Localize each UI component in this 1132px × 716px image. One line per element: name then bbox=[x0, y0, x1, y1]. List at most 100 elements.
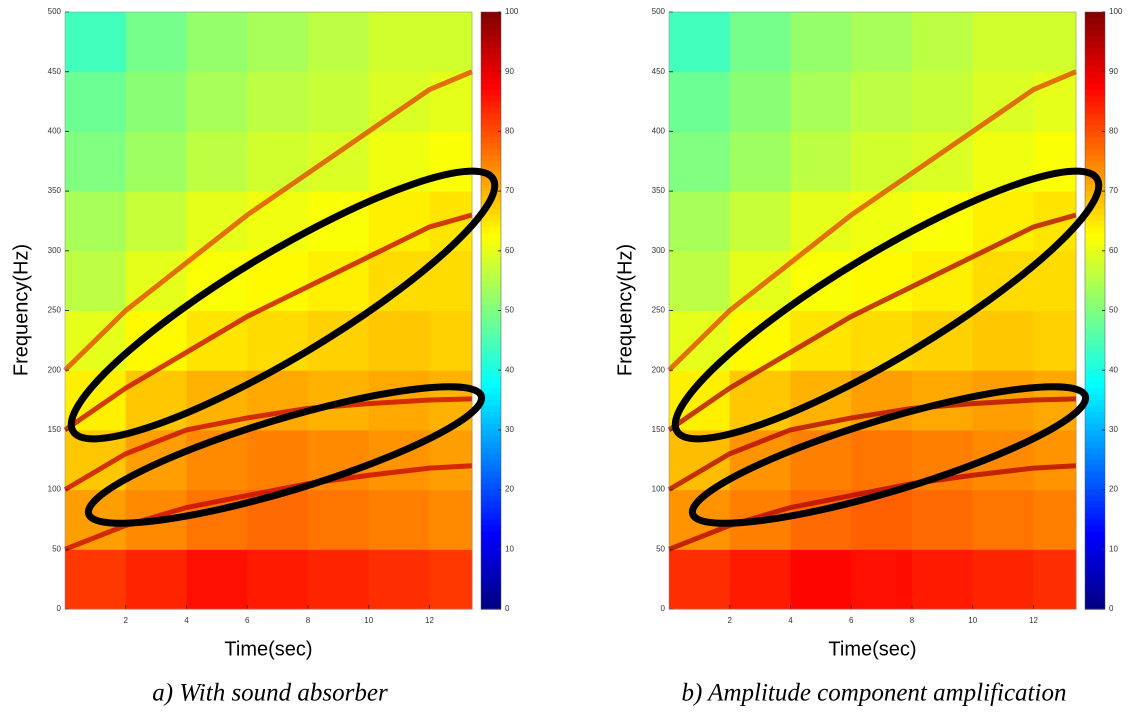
colorbar-step bbox=[1085, 406, 1105, 413]
colorbar-step bbox=[1085, 316, 1105, 324]
heat-cell bbox=[429, 549, 473, 610]
heat-cell bbox=[429, 429, 473, 491]
colorbar-step bbox=[1085, 537, 1105, 544]
x-tick-label: 4 bbox=[184, 616, 189, 625]
colorbar-step bbox=[481, 23, 501, 31]
heat-cell bbox=[851, 191, 913, 252]
colorbar-step bbox=[1085, 274, 1105, 282]
colorbar-step bbox=[1085, 585, 1105, 592]
y-tick-label: 500 bbox=[48, 7, 62, 16]
colorbar-step bbox=[481, 238, 501, 246]
colorbar-step bbox=[481, 77, 501, 85]
colorbar-step bbox=[1085, 209, 1105, 216]
colorbar-step bbox=[1085, 400, 1105, 407]
heat-cell bbox=[1033, 131, 1077, 192]
colorbar-step bbox=[1085, 41, 1105, 49]
colorbar-tick-label: 0 bbox=[1109, 604, 1114, 613]
colorbar-step bbox=[481, 268, 501, 276]
heat-cell bbox=[790, 71, 852, 132]
heat-cell bbox=[307, 191, 370, 252]
x-tick-label: 2 bbox=[728, 616, 733, 625]
heat-cell bbox=[125, 549, 187, 610]
colorbar-step bbox=[481, 41, 501, 49]
colorbar-step bbox=[481, 125, 501, 132]
colorbar-step bbox=[1085, 59, 1105, 67]
colorbar-step bbox=[481, 137, 501, 144]
colorbar-step bbox=[1085, 423, 1105, 431]
x-tick-label: 8 bbox=[910, 616, 915, 625]
heat-cell bbox=[669, 12, 731, 73]
heat-cell bbox=[972, 12, 1034, 73]
colorbar-step bbox=[481, 537, 501, 544]
colorbar-step bbox=[1085, 131, 1105, 138]
colorbar-tick-label: 100 bbox=[505, 7, 519, 16]
x-axis-label: Time(sec) bbox=[224, 638, 312, 660]
heat-cell bbox=[307, 12, 370, 73]
colorbar-step bbox=[481, 17, 501, 25]
heat-cell bbox=[911, 12, 974, 73]
ridge-line bbox=[667, 396, 1077, 492]
colorbar-step bbox=[481, 489, 501, 497]
colorbar-step bbox=[1085, 483, 1105, 491]
colorbar-step bbox=[1085, 322, 1105, 330]
colorbar-step bbox=[1085, 597, 1105, 604]
colorbar-tick-label: 20 bbox=[505, 485, 514, 494]
heat-cell bbox=[851, 429, 913, 491]
colorbar-step bbox=[1085, 250, 1105, 258]
colorbar-step bbox=[1085, 591, 1105, 598]
colorbar-step bbox=[481, 232, 501, 240]
colorbar-tick-label: 0 bbox=[505, 604, 510, 613]
colorbar-step bbox=[481, 340, 501, 347]
colorbar-step bbox=[1085, 304, 1105, 312]
colorbar-step bbox=[481, 400, 501, 407]
heat-cell bbox=[429, 489, 473, 550]
colorbar-step bbox=[1085, 125, 1105, 132]
colorbar-step bbox=[481, 561, 501, 568]
x-tick-label: 10 bbox=[364, 616, 373, 625]
colorbar-tick-label: 70 bbox=[505, 186, 514, 195]
colorbar-step bbox=[1085, 579, 1105, 586]
y-tick-label: 50 bbox=[656, 544, 665, 553]
colorbar-step bbox=[481, 411, 501, 419]
heat-cell bbox=[911, 549, 974, 610]
colorbar-step bbox=[481, 543, 501, 550]
colorbar-step bbox=[1085, 394, 1105, 401]
heat-cell bbox=[247, 429, 309, 491]
colorbar-step bbox=[481, 214, 501, 222]
colorbar-step bbox=[1085, 382, 1105, 389]
colorbar-step bbox=[481, 423, 501, 431]
colorbar-step bbox=[481, 465, 501, 473]
heat-cell bbox=[65, 549, 127, 610]
y-tick-label: 100 bbox=[48, 485, 62, 494]
heat-cell bbox=[1033, 12, 1077, 73]
colorbar-step bbox=[1085, 89, 1105, 97]
heat-cell bbox=[1033, 489, 1077, 550]
colorbar-step bbox=[481, 53, 501, 61]
colorbar-step bbox=[1085, 232, 1105, 240]
colorbar-step bbox=[481, 513, 501, 521]
colorbar-step bbox=[1085, 358, 1105, 365]
colorbar-step bbox=[481, 322, 501, 330]
heat-cell bbox=[247, 71, 309, 132]
heat-cell bbox=[729, 191, 791, 252]
colorbar-step bbox=[1085, 376, 1105, 383]
colorbar-step bbox=[481, 161, 501, 168]
colorbar-step bbox=[1085, 519, 1105, 527]
colorbar-step bbox=[481, 495, 501, 503]
y-tick-label: 300 bbox=[48, 246, 62, 255]
heat-cell bbox=[307, 131, 370, 192]
ridge-line bbox=[667, 69, 1077, 372]
colorbar-step bbox=[1085, 95, 1105, 103]
colorbar-step bbox=[1085, 346, 1105, 353]
x-tick-label: 8 bbox=[306, 616, 311, 625]
colorbar-tick-label: 60 bbox=[505, 246, 514, 255]
colorbar-step bbox=[1085, 573, 1105, 580]
colorbar-step bbox=[1085, 214, 1105, 222]
colorbar-step bbox=[481, 256, 501, 264]
heat-cell bbox=[790, 12, 852, 73]
colorbar-step bbox=[1085, 459, 1105, 467]
heat-cell bbox=[125, 12, 187, 73]
colorbar-step bbox=[481, 89, 501, 97]
heat-cell bbox=[186, 131, 248, 192]
colorbar-step bbox=[481, 280, 501, 288]
